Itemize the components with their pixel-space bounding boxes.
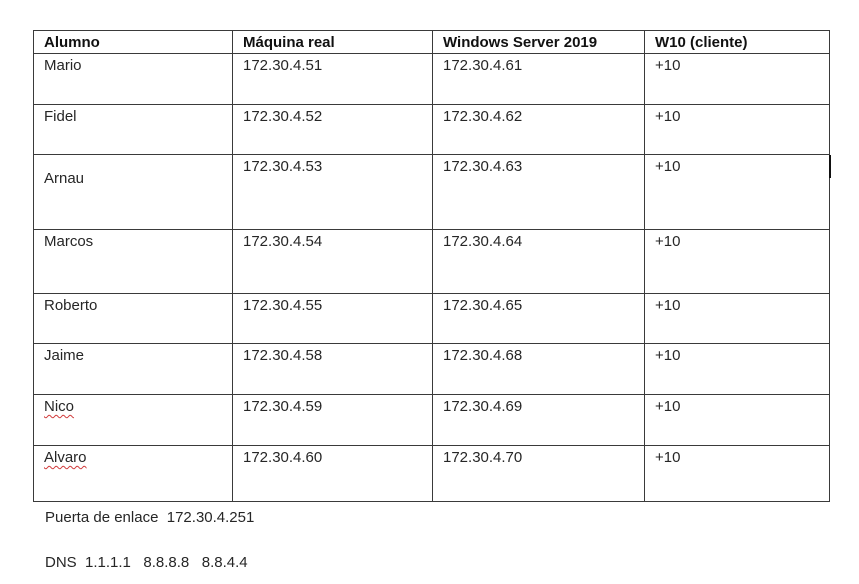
cell-windows-server[interactable]: 172.30.4.65 [432, 293, 645, 344]
cell-maquina-real[interactable]: 172.30.4.55 [232, 293, 433, 344]
cell-alumno[interactable]: Mario [33, 53, 233, 105]
cell-maquina-real[interactable]: 172.30.4.58 [232, 343, 433, 395]
cell-maquina-real[interactable]: 172.30.4.51 [232, 53, 433, 105]
cell-alumno[interactable]: Jaime [33, 343, 233, 395]
cell-windows-server[interactable]: 172.30.4.69 [432, 394, 645, 446]
table-row: Fidel 172.30.4.52 172.30.4.62 +10 [33, 104, 830, 155]
table-row: Nico 172.30.4.59 172.30.4.69 +10 [33, 394, 830, 446]
cell-maquina-real[interactable]: 172.30.4.52 [232, 104, 433, 155]
table-header-row: Alumno Máquina real Windows Server 2019 … [33, 30, 830, 54]
cell-alumno-text: Nico [44, 398, 75, 415]
cell-w10[interactable]: +10 [644, 293, 830, 344]
cell-maquina-real[interactable]: 172.30.4.60 [232, 445, 433, 502]
cell-alumno[interactable]: Marcos [33, 229, 233, 294]
cell-maquina-real[interactable]: 172.30.4.54 [232, 229, 433, 294]
header-alumno: Alumno [33, 30, 233, 54]
gateway-note[interactable]: Puerta de enlace 172.30.4.251 [45, 509, 255, 526]
cell-windows-server[interactable]: 172.30.4.61 [432, 53, 645, 105]
cell-alumno[interactable]: Roberto [33, 293, 233, 344]
cell-w10[interactable]: +10 [644, 445, 830, 502]
table-row: Roberto 172.30.4.55 172.30.4.65 +10 [33, 293, 830, 344]
cell-w10[interactable]: +10 [644, 229, 830, 294]
table-row: Mario 172.30.4.51 172.30.4.61 +10 [33, 53, 830, 105]
cell-maquina-real[interactable]: 172.30.4.53 [232, 154, 433, 230]
cell-alumno[interactable]: Fidel [33, 104, 233, 155]
cell-alumno[interactable]: Nico [33, 394, 233, 446]
ip-assignment-table: Alumno Máquina real Windows Server 2019 … [33, 30, 830, 502]
cell-windows-server[interactable]: 172.30.4.68 [432, 343, 645, 395]
cell-w10[interactable]: +10 [644, 53, 830, 105]
cell-windows-server[interactable]: 172.30.4.63 [432, 154, 645, 230]
dns-note[interactable]: DNS 1.1.1.1 8.8.8.8 8.8.4.4 [45, 554, 248, 571]
cell-windows-server[interactable]: 172.30.4.64 [432, 229, 645, 294]
cell-w10[interactable]: +10 [644, 154, 830, 230]
text-cursor [829, 155, 831, 178]
cell-alumno[interactable]: Alvaro [33, 445, 233, 502]
cell-w10[interactable]: +10 [644, 394, 830, 446]
cell-maquina-real[interactable]: 172.30.4.59 [232, 394, 433, 446]
cell-w10[interactable]: +10 [644, 343, 830, 395]
header-maquina-real: Máquina real [232, 30, 433, 54]
header-windows-server: Windows Server 2019 [432, 30, 645, 54]
cell-windows-server[interactable]: 172.30.4.70 [432, 445, 645, 502]
header-w10-cliente: W10 (cliente) [644, 30, 830, 54]
cell-w10[interactable]: +10 [644, 104, 830, 155]
cell-alumno-text: Alvaro [44, 449, 87, 466]
cell-windows-server[interactable]: 172.30.4.62 [432, 104, 645, 155]
cell-alumno-text: Arnau [44, 170, 85, 187]
table-row: Alvaro 172.30.4.60 172.30.4.70 +10 [33, 445, 830, 502]
table-row: Marcos 172.30.4.54 172.30.4.64 +10 [33, 229, 830, 294]
table-row: Arnau 172.30.4.53 172.30.4.63 +10 [33, 154, 830, 230]
table-row: Jaime 172.30.4.58 172.30.4.68 +10 [33, 343, 830, 395]
cell-alumno[interactable]: Arnau [33, 154, 233, 230]
